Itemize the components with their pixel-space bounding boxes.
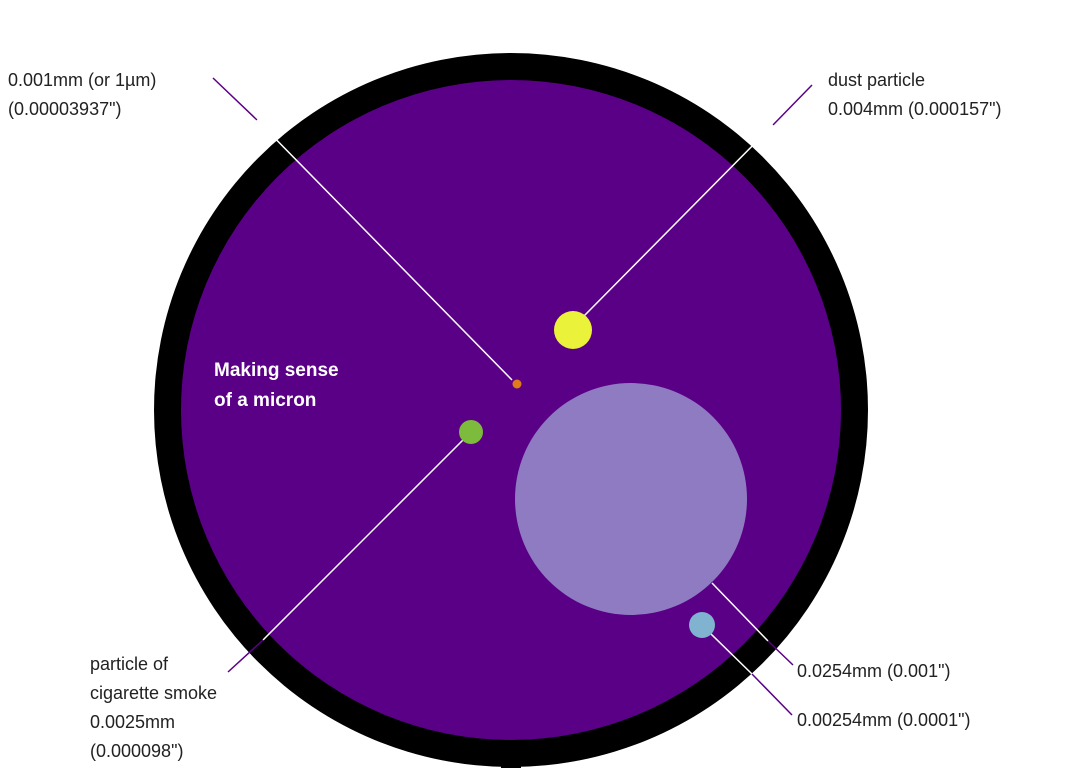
- micron-label-line-2: (0.00003937"): [8, 99, 121, 119]
- smoke-leader-inner: [262, 439, 464, 641]
- thou-label: 0.0254mm (0.001"): [797, 661, 950, 681]
- smoke-label-line-1: particle of: [90, 654, 169, 674]
- thou-label-line-1: 0.0254mm (0.001"): [797, 661, 950, 681]
- micron-particle: [512, 379, 522, 389]
- micron-label-line-1: 0.001mm (or 1µm): [8, 70, 156, 90]
- thou-leader-inner: [711, 582, 769, 642]
- dust-leader-outer: [772, 84, 813, 126]
- title-line-2: of a micron: [214, 390, 316, 411]
- thou-circle: [515, 383, 747, 615]
- smoke-label: particle of cigarette smoke 0.0025mm (0.…: [90, 654, 222, 761]
- dust-particle: [554, 311, 592, 349]
- micron-label: 0.001mm (or 1µm) (0.00003937"): [8, 70, 161, 119]
- tenth-leader-inner: [710, 633, 753, 675]
- smoke-particle: [459, 420, 483, 444]
- dust-label-line-1: dust particle: [828, 70, 925, 90]
- smoke-label-line-2: cigarette smoke: [90, 683, 217, 703]
- diagram-title: Making sense of a micron: [214, 360, 344, 411]
- thou-leader-outer: [767, 640, 794, 666]
- tenth-label: 0.00254mm (0.0001"): [797, 710, 971, 730]
- micron-leader-outer: [212, 77, 258, 121]
- micron-leader-inner: [256, 119, 513, 381]
- dust-label: dust particle 0.004mm (0.000157"): [828, 70, 1002, 119]
- smoke-label-line-3: 0.0025mm: [90, 712, 175, 732]
- dust-leader-inner: [583, 124, 774, 317]
- smoke-label-line-4: (0.000098"): [90, 741, 183, 761]
- dust-label-line-2: 0.004mm (0.000157"): [828, 99, 1002, 119]
- tenth-label-line-1: 0.00254mm (0.0001"): [797, 710, 971, 730]
- tenth-leader-outer: [751, 673, 793, 716]
- title-line-1: Making sense: [214, 360, 339, 381]
- smoke-leader-outer: [227, 639, 264, 673]
- tenth-particle: [689, 612, 715, 638]
